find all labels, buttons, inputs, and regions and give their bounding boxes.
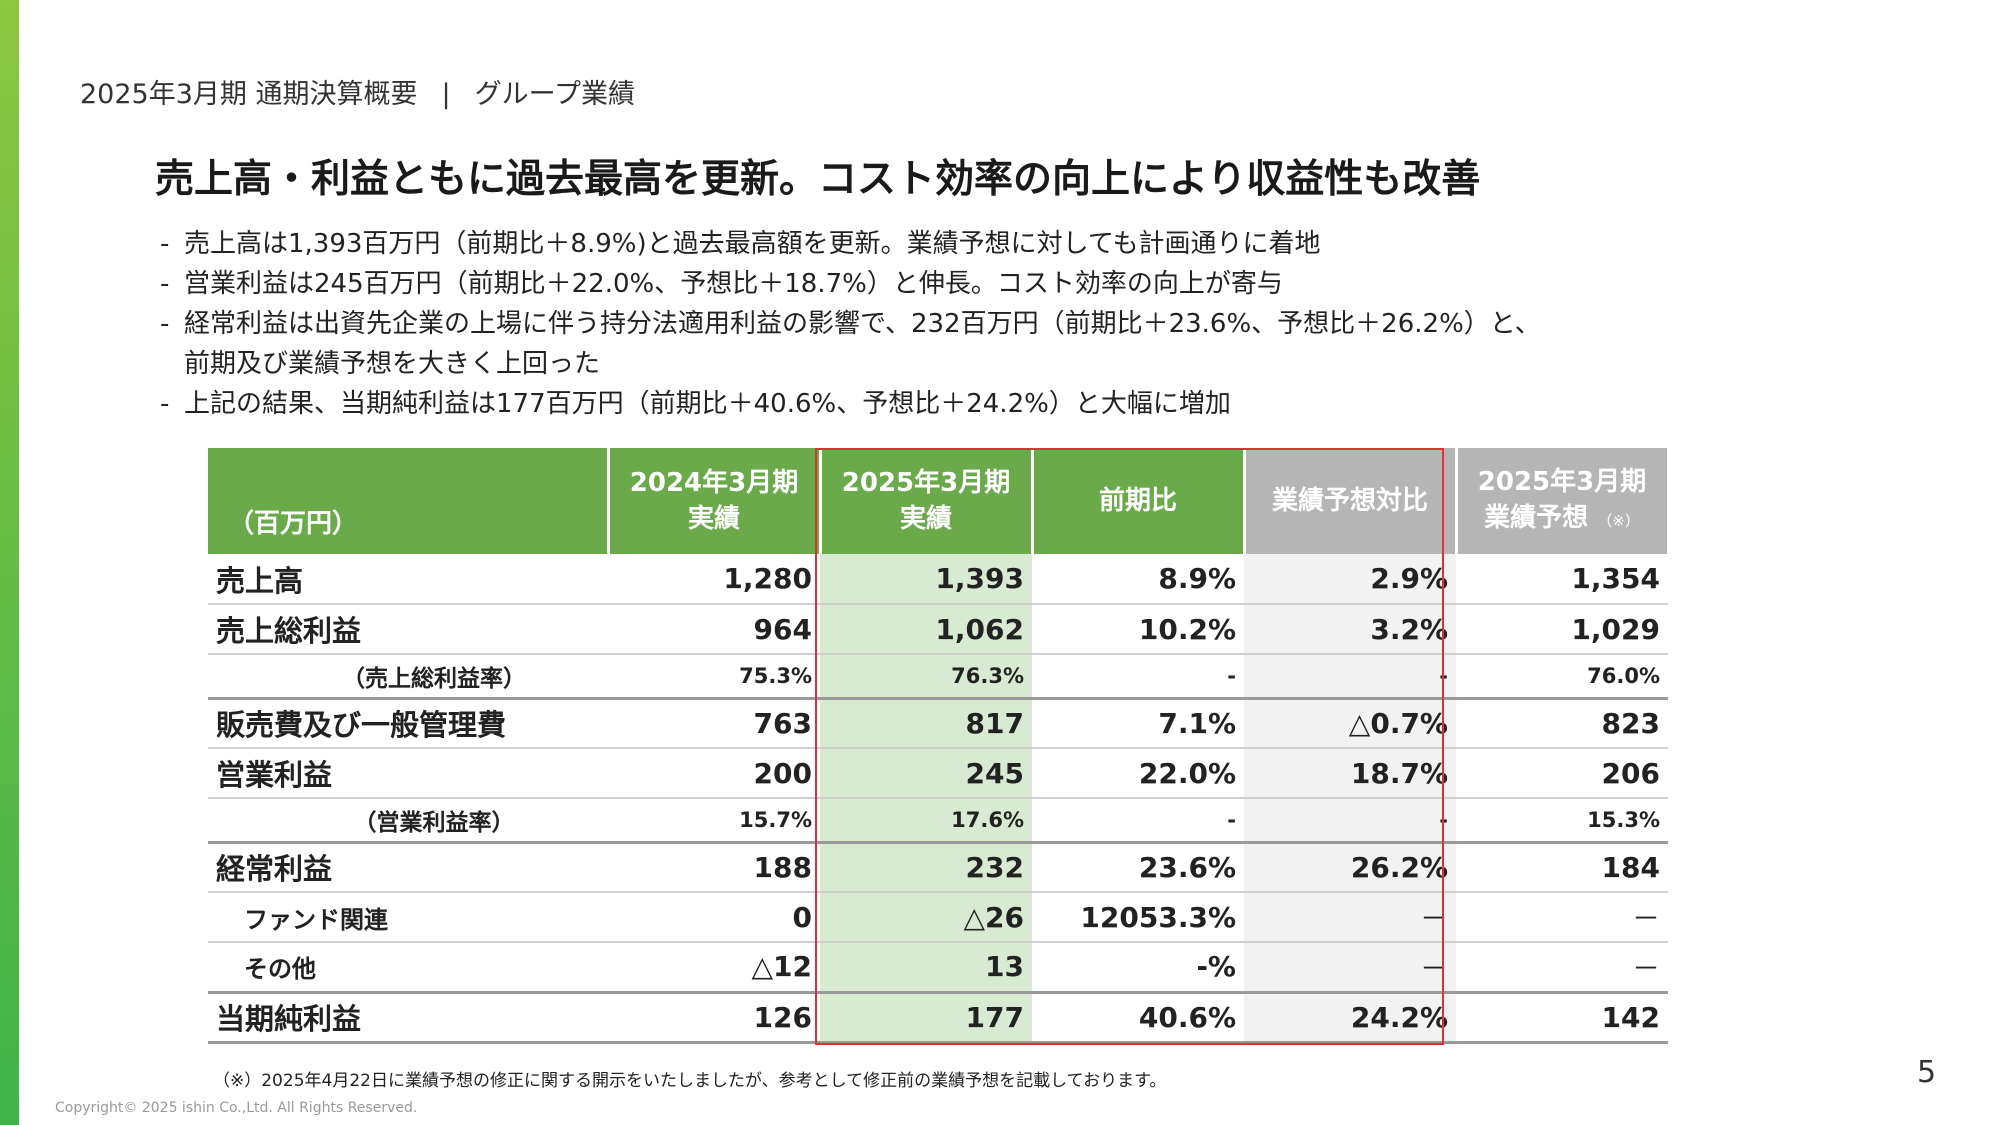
cell-fy2025: 245 bbox=[820, 748, 1032, 799]
header-period: 2025年3月期 通期決算概要 bbox=[80, 79, 418, 110]
cell-fy2025: 1,393 bbox=[820, 554, 1032, 605]
cell-yoy: 23.6% bbox=[1032, 840, 1244, 893]
bullet-item: 経常利益は出資先企業の上場に伴う持分法適用利益の影響で、232百万円（前期比＋2… bbox=[160, 304, 1541, 384]
cell-forecast: 823 bbox=[1456, 696, 1668, 749]
cell-forecast: － bbox=[1456, 892, 1668, 943]
cell-yoy: -% bbox=[1032, 942, 1244, 993]
cell-fy2025: 817 bbox=[820, 696, 1032, 749]
header-separator: | bbox=[441, 79, 451, 110]
bullet-line: 前期及び業績予想を大きく上回った bbox=[184, 349, 601, 379]
column-header-fy2025-forecast: 2025年3月期 業績予想 （※） bbox=[1456, 448, 1670, 554]
cell-forecast: 1,354 bbox=[1456, 554, 1668, 605]
cell-vs-forecast: 26.2% bbox=[1244, 840, 1456, 893]
cell-vs-forecast: - bbox=[1244, 654, 1456, 699]
cell-yoy: 10.2% bbox=[1032, 604, 1244, 655]
cell-fy2024: 126 bbox=[608, 990, 820, 1044]
cell-yoy: - bbox=[1032, 798, 1244, 843]
bullet-line: 経常利益は出資先企業の上場に伴う持分法適用利益の影響で、232百万円（前期比＋2… bbox=[184, 309, 1541, 339]
cell-fy2024: 1,280 bbox=[608, 554, 820, 605]
cell-forecast: 184 bbox=[1456, 840, 1668, 893]
page-number: 5 bbox=[1917, 1055, 1937, 1090]
table-row-gross-profit: 売上総利益 964 1,062 10.2% 3.2% 1,029 bbox=[208, 604, 1668, 655]
unit-label: （百万円） bbox=[208, 448, 610, 554]
row-label: （売上総利益率） bbox=[208, 654, 608, 699]
cell-forecast: 76.0% bbox=[1456, 654, 1668, 699]
table-header-row: （百万円） 2024年3月期 実績 2025年3月期 実績 前期比 業績予想対比 2… bbox=[208, 448, 1670, 554]
forecast-note-mark: （※） bbox=[1597, 511, 1640, 530]
copyright-notice: Copyright© 2025 ishin Co.,Ltd. All Right… bbox=[55, 1100, 418, 1116]
cell-fy2025: 76.3% bbox=[820, 654, 1032, 699]
summary-bullets: 売上高は1,393百万円（前期比＋8.9%)と過去最高額を更新。業績予想に対して… bbox=[160, 224, 1541, 424]
cell-yoy: 12053.3% bbox=[1032, 892, 1244, 943]
table-row-operating-margin: （営業利益率） 15.7% 17.6% - - 15.3% bbox=[208, 798, 1668, 843]
cell-forecast: 1,029 bbox=[1456, 604, 1668, 655]
row-label: （営業利益率） bbox=[208, 798, 608, 843]
cell-fy2025: 17.6% bbox=[820, 798, 1032, 843]
table-row-fund-related: ファンド関連 0 △26 12053.3% － － bbox=[208, 892, 1668, 943]
table-row-net-sales: 売上高 1,280 1,393 8.9% 2.9% 1,354 bbox=[208, 554, 1668, 605]
cell-fy2024: 15.7% bbox=[608, 798, 820, 843]
cell-fy2025: 232 bbox=[820, 840, 1032, 893]
cell-fy2024: 188 bbox=[608, 840, 820, 893]
cell-vs-forecast: 3.2% bbox=[1244, 604, 1456, 655]
cell-yoy: 22.0% bbox=[1032, 748, 1244, 799]
row-label: その他 bbox=[208, 942, 608, 993]
page-header: 2025年3月期 通期決算概要 | グループ業績 bbox=[80, 72, 635, 111]
row-label: 販売費及び一般管理費 bbox=[208, 696, 608, 749]
bullet-line: 営業利益は245百万円（前期比＋22.0%、予想比＋18.7%）と伸長。コスト効… bbox=[184, 269, 1283, 299]
footnote: （※）2025年4月22日に業績予想の修正に関する開示をいたしましたが、参考とし… bbox=[213, 1071, 1167, 1091]
cell-vs-forecast: 2.9% bbox=[1244, 554, 1456, 605]
cell-fy2025: 13 bbox=[820, 942, 1032, 993]
cell-forecast: 142 bbox=[1456, 990, 1668, 1044]
column-header-yoy: 前期比 bbox=[1032, 448, 1246, 554]
header-section: グループ業績 bbox=[474, 79, 635, 110]
row-label: 売上高 bbox=[208, 554, 608, 605]
cell-vs-forecast: 24.2% bbox=[1244, 990, 1456, 1044]
row-label: 経常利益 bbox=[208, 840, 608, 893]
row-label: ファンド関連 bbox=[208, 892, 608, 943]
column-header-vs-forecast: 業績予想対比 bbox=[1244, 448, 1458, 554]
cell-yoy: - bbox=[1032, 654, 1244, 699]
column-header-fy2024-actual: 2024年3月期 実績 bbox=[608, 448, 822, 554]
cell-fy2025: △26 bbox=[820, 892, 1032, 943]
accent-side-bar bbox=[0, 0, 19, 1125]
cell-vs-forecast: △0.7% bbox=[1244, 696, 1456, 749]
column-header-fy2025-actual: 2025年3月期 実績 bbox=[820, 448, 1034, 554]
cell-vs-forecast: － bbox=[1244, 892, 1456, 943]
table-row-other: その他 △12 13 -% － － bbox=[208, 942, 1668, 993]
cell-fy2024: △12 bbox=[608, 942, 820, 993]
financial-results-table: （百万円） 2024年3月期 実績 2025年3月期 実績 前期比 業績予想対比 2… bbox=[208, 448, 1670, 1044]
cell-yoy: 8.9% bbox=[1032, 554, 1244, 605]
cell-vs-forecast: - bbox=[1244, 798, 1456, 843]
cell-fy2024: 200 bbox=[608, 748, 820, 799]
cell-forecast: － bbox=[1456, 942, 1668, 993]
cell-fy2024: 0 bbox=[608, 892, 820, 943]
cell-fy2025: 177 bbox=[820, 990, 1032, 1044]
row-label: 売上総利益 bbox=[208, 604, 608, 655]
cell-yoy: 40.6% bbox=[1032, 990, 1244, 1044]
bullet-line: 上記の結果、当期純利益は177百万円（前期比＋40.6%、予想比＋24.2%）と… bbox=[184, 389, 1231, 419]
table-row-sga: 販売費及び一般管理費 763 817 7.1% △0.7% 823 bbox=[208, 696, 1668, 749]
cell-forecast: 206 bbox=[1456, 748, 1668, 799]
table-row-operating-profit: 営業利益 200 245 22.0% 18.7% 206 bbox=[208, 748, 1668, 799]
table-row-gross-margin: （売上総利益率） 75.3% 76.3% - - 76.0% bbox=[208, 654, 1668, 699]
bullet-item: 売上高は1,393百万円（前期比＋8.9%)と過去最高額を更新。業績予想に対して… bbox=[160, 224, 1541, 264]
cell-fy2024: 964 bbox=[608, 604, 820, 655]
bullet-line: 売上高は1,393百万円（前期比＋8.9%)と過去最高額を更新。業績予想に対して… bbox=[184, 229, 1321, 259]
cell-forecast: 15.3% bbox=[1456, 798, 1668, 843]
page-headline: 売上高・利益ともに過去最高を更新。コスト効率の向上により収益性も改善 bbox=[155, 157, 1481, 202]
row-label: 当期純利益 bbox=[208, 990, 608, 1044]
cell-fy2024: 75.3% bbox=[608, 654, 820, 699]
cell-fy2024: 763 bbox=[608, 696, 820, 749]
cell-fy2025: 1,062 bbox=[820, 604, 1032, 655]
bullet-item: 営業利益は245百万円（前期比＋22.0%、予想比＋18.7%）と伸長。コスト効… bbox=[160, 264, 1541, 304]
cell-yoy: 7.1% bbox=[1032, 696, 1244, 749]
row-label: 営業利益 bbox=[208, 748, 608, 799]
bullet-item: 上記の結果、当期純利益は177百万円（前期比＋40.6%、予想比＋24.2%）と… bbox=[160, 384, 1541, 424]
cell-vs-forecast: 18.7% bbox=[1244, 748, 1456, 799]
table-row-net-income: 当期純利益 126 177 40.6% 24.2% 142 bbox=[208, 990, 1668, 1044]
table-row-ordinary-profit: 経常利益 188 232 23.6% 26.2% 184 bbox=[208, 840, 1668, 893]
cell-vs-forecast: － bbox=[1244, 942, 1456, 993]
